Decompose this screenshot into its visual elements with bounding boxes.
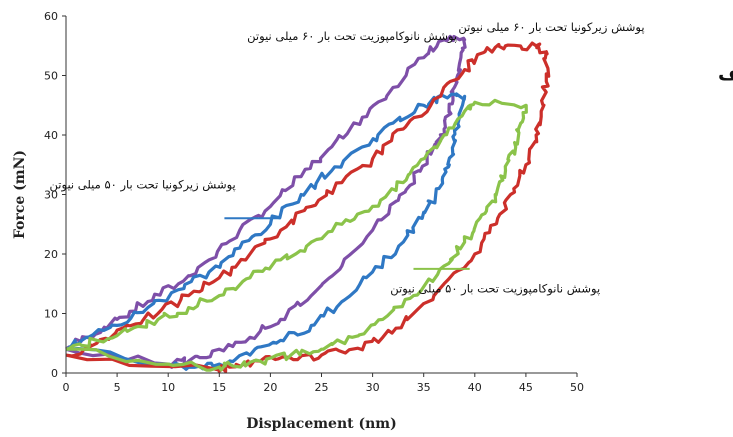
- y-tick-label: 0: [51, 367, 58, 380]
- series-line-1: [65, 34, 467, 369]
- x-tick-label: 30: [366, 381, 380, 394]
- series-annotation: پوشش زیرکونیا تحت بار ۵۰ میلی نیوتن: [50, 178, 236, 193]
- pointer-lines: [224, 217, 470, 270]
- x-tick-label: 35: [417, 381, 431, 394]
- annotations: پوشش نانوکامپوزیت تحت بار ۶۰ میلی نیوتنپ…: [50, 20, 645, 297]
- series-line-3: [65, 41, 551, 373]
- x-tick-label: 10: [161, 381, 175, 394]
- x-tick-label: 20: [263, 381, 277, 394]
- y-tick-label: 30: [44, 189, 58, 202]
- panel-label: الف: [718, 63, 733, 85]
- y-tick-label: 20: [44, 248, 58, 261]
- x-tick-label: 0: [63, 381, 70, 394]
- x-tick-label: 45: [519, 381, 533, 394]
- x-tick-label: 15: [212, 381, 226, 394]
- series-annotation: پوشش زیرکونیا تحت بار ۶۰ میلی نیوتن: [458, 20, 644, 35]
- x-tick-label: 25: [315, 381, 329, 394]
- series-line-2: [65, 92, 467, 371]
- x-tick-label: 5: [114, 381, 121, 394]
- y-tick-label: 40: [44, 129, 58, 142]
- y-tick-label: 10: [44, 308, 58, 321]
- x-tick-label: 40: [468, 381, 482, 394]
- x-ticks: 0 5 10 15 20 25 30 35 40 45 50: [63, 373, 584, 394]
- y-tick-label: 50: [44, 70, 58, 83]
- series-layer: [65, 34, 551, 373]
- x-tick-label: 50: [570, 381, 584, 394]
- series-annotation: پوشش نانوکامپوزیت تحت بار ۵۰ میلی نیوتن: [390, 282, 600, 297]
- x-axis-title: Displacement (nm): [246, 416, 396, 432]
- series-line-4: [65, 98, 528, 372]
- y-axis-title: Force (mN): [12, 150, 28, 239]
- series-annotation: پوشش نانوکامپوزیت تحت بار ۶۰ میلی نیوتن: [247, 29, 457, 44]
- y-ticks: 0 10 20 30 40 50 60: [44, 10, 66, 380]
- y-tick-label: 60: [44, 10, 58, 23]
